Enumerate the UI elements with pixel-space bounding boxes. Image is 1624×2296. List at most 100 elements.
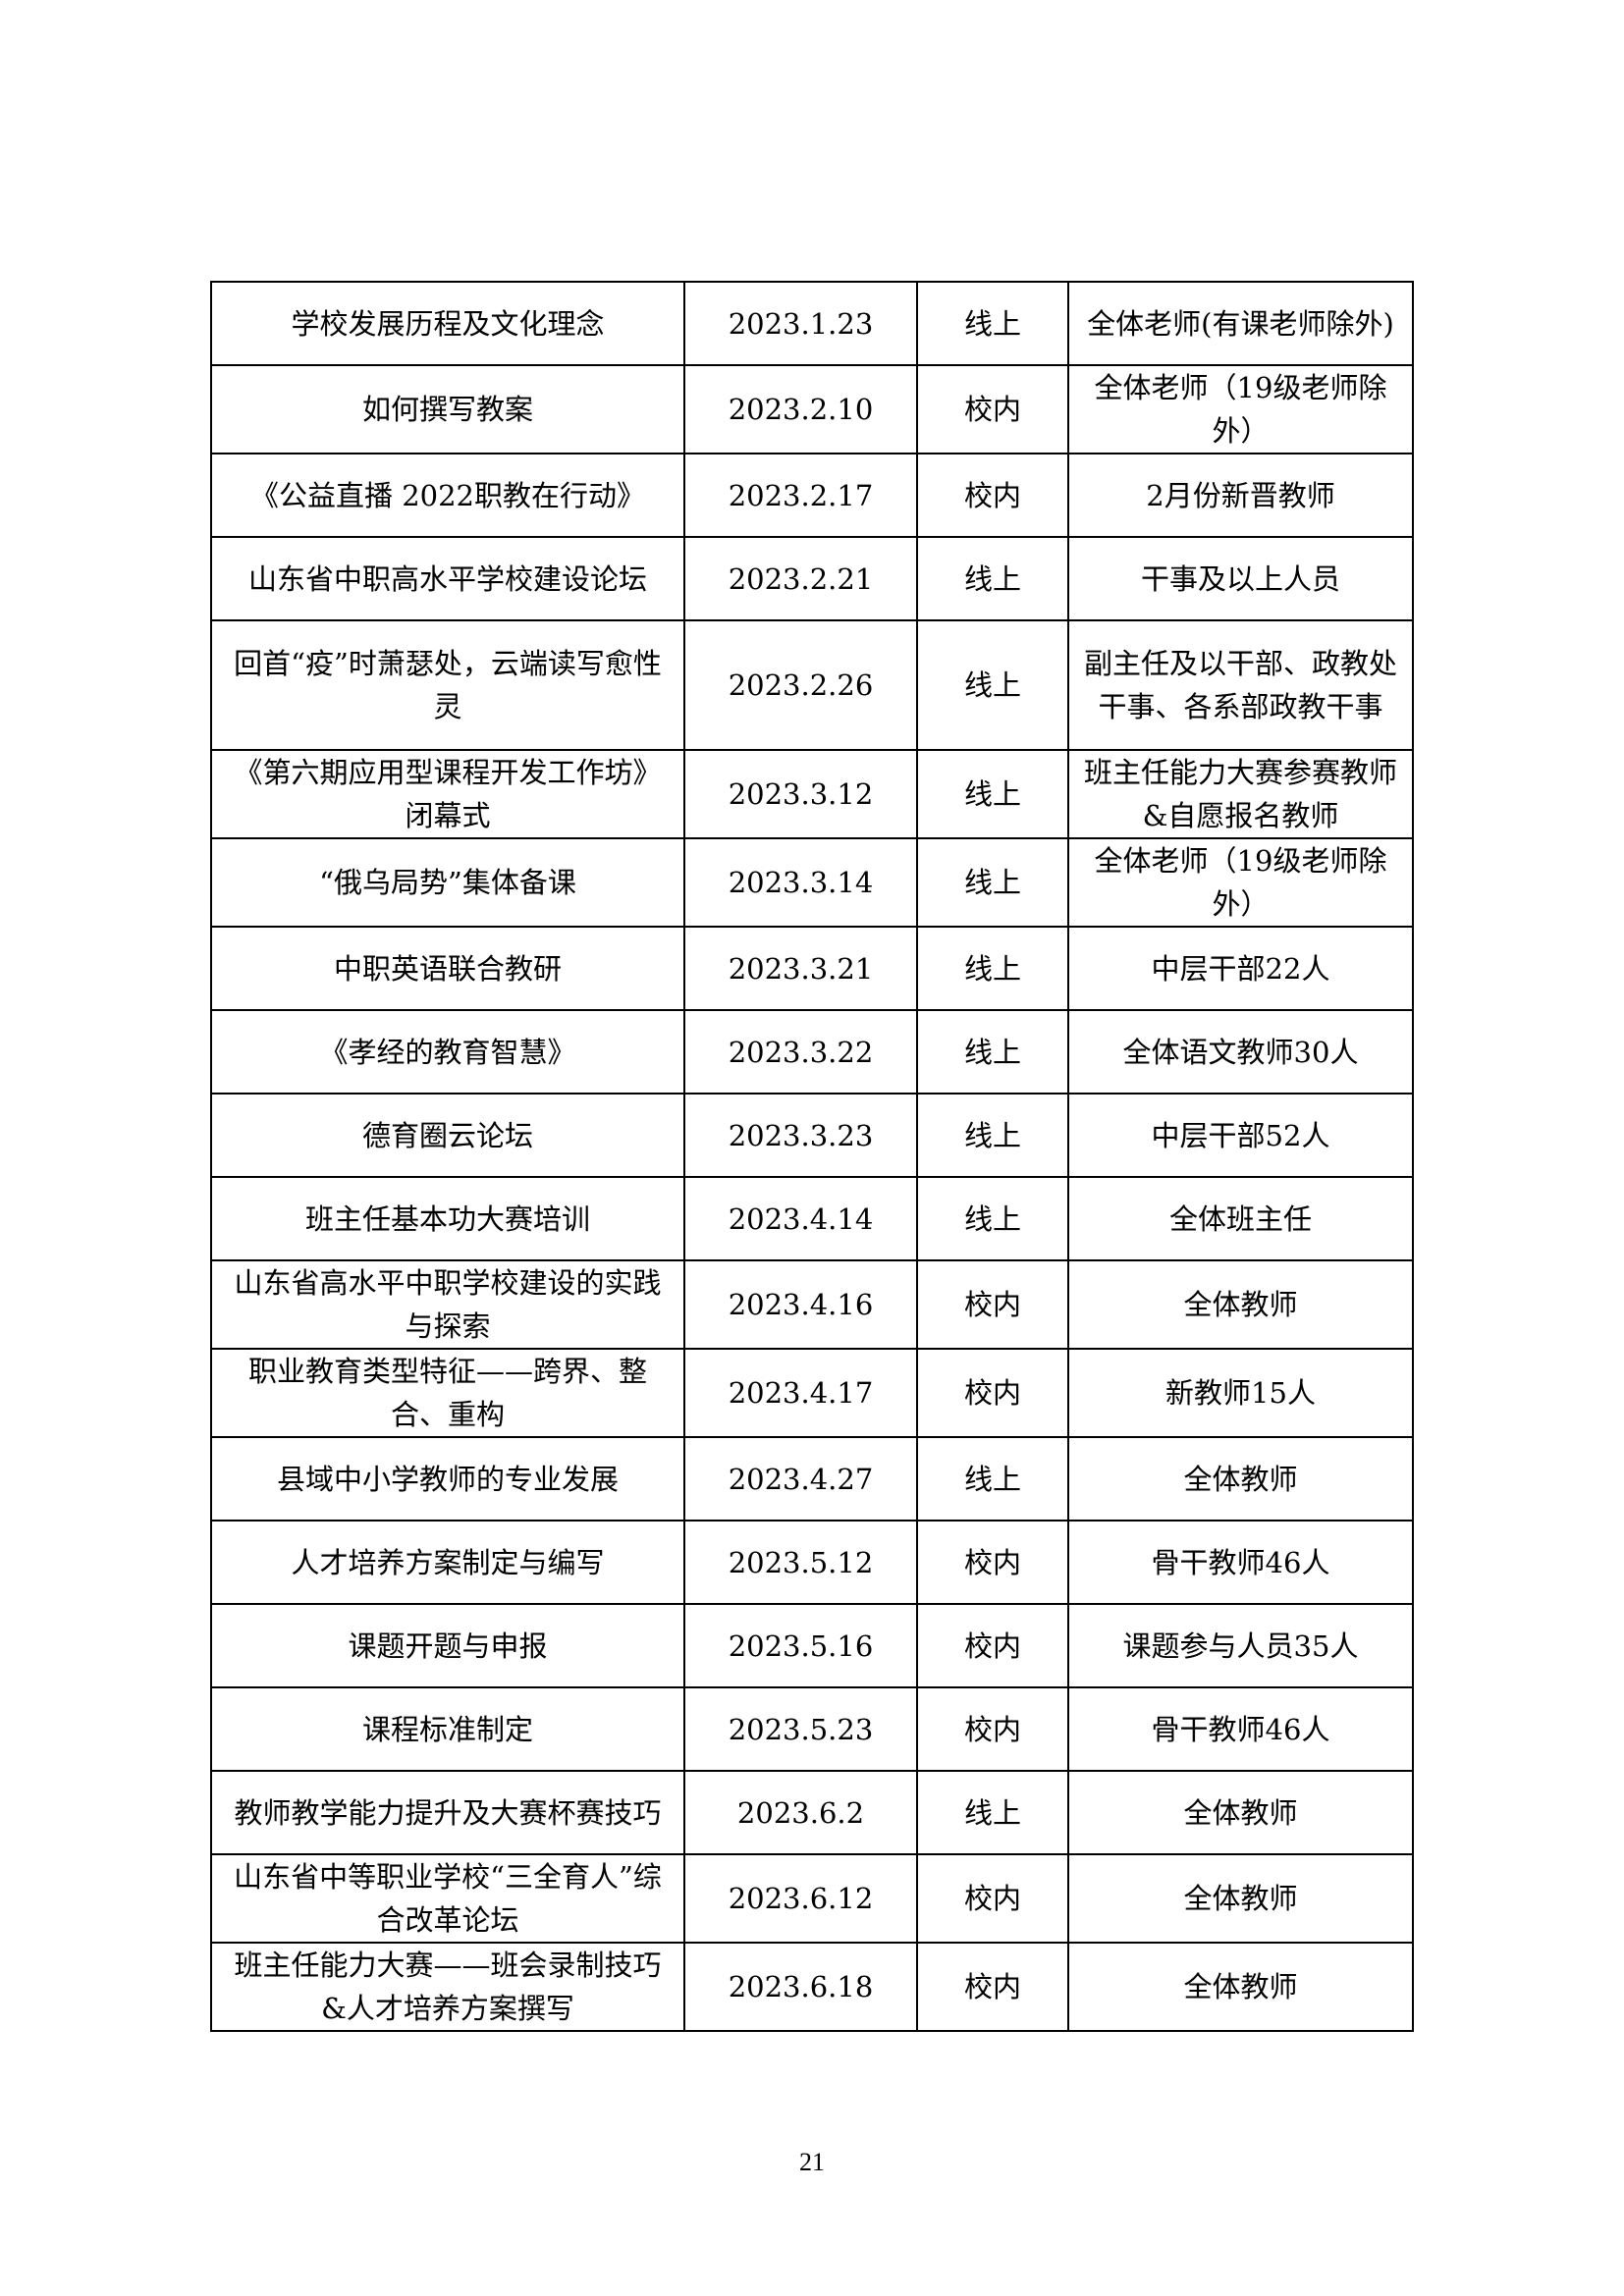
location-cell: 校内 [916, 1259, 1069, 1350]
location-cell: 校内 [916, 1942, 1069, 2032]
topic-cell: “俄乌局势”集体备课 [210, 837, 685, 928]
topic-cell: 回首“疫”时萧瑟处，云端读写愈性灵 [210, 619, 685, 751]
location-cell: 线上 [916, 1436, 1069, 1522]
date-cell: 2023.4.16 [683, 1259, 918, 1350]
participants-cell: 全体教师 [1067, 1942, 1414, 2032]
topic-cell: 山东省中职高水平学校建设论坛 [210, 536, 685, 621]
participants-cell: 全体语文教师30人 [1067, 1009, 1414, 1095]
date-cell: 2023.3.14 [683, 837, 918, 928]
participants-cell: 全体老师（19级老师除外） [1067, 837, 1414, 928]
date-cell: 2023.2.21 [683, 536, 918, 621]
participants-cell: 中层干部22人 [1067, 926, 1414, 1011]
topic-cell: 职业教育类型特征——跨界、整合、重构 [210, 1348, 685, 1438]
table-row: 县域中小学教师的专业发展 2023.4.27 线上 全体教师 [210, 1436, 1414, 1522]
topic-cell: 教师教学能力提升及大赛杯赛技巧 [210, 1770, 685, 1855]
topic-cell: 课程标准制定 [210, 1686, 685, 1772]
date-cell: 2023.3.22 [683, 1009, 918, 1095]
table-row: 课程标准制定 2023.5.23 校内 骨干教师46人 [210, 1686, 1414, 1772]
date-cell: 2023.3.12 [683, 749, 918, 839]
participants-cell: 全体教师 [1067, 1259, 1414, 1350]
participants-cell: 全体教师 [1067, 1770, 1414, 1855]
location-cell: 线上 [916, 1770, 1069, 1855]
table-row: 《公益直播 2022职教在行动》 2023.2.17 校内 2月份新晋教师 [210, 453, 1414, 538]
date-cell: 2023.2.10 [683, 364, 918, 454]
participants-cell: 新教师15人 [1067, 1348, 1414, 1438]
location-cell: 校内 [916, 364, 1069, 454]
date-cell: 2023.4.17 [683, 1348, 918, 1438]
date-cell: 2023.3.23 [683, 1093, 918, 1178]
location-cell: 校内 [916, 1520, 1069, 1605]
topic-cell: 山东省高水平中职学校建设的实践与探索 [210, 1259, 685, 1350]
date-cell: 2023.3.21 [683, 926, 918, 1011]
location-cell: 线上 [916, 837, 1069, 928]
table-row: 班主任基本功大赛培训 2023.4.14 线上 全体班主任 [210, 1176, 1414, 1261]
location-cell: 校内 [916, 1686, 1069, 1772]
table-row: 职业教育类型特征——跨界、整合、重构 2023.4.17 校内 新教师15人 [210, 1348, 1414, 1438]
table-row: 教师教学能力提升及大赛杯赛技巧 2023.6.2 线上 全体教师 [210, 1770, 1414, 1855]
location-cell: 线上 [916, 619, 1069, 751]
table-row: 如何撰写教案 2023.2.10 校内 全体老师（19级老师除外） [210, 364, 1414, 454]
table-row: 《孝经的教育智慧》 2023.3.22 线上 全体语文教师30人 [210, 1009, 1414, 1095]
participants-cell: 副主任及以干部、政教处干事、各系部政教干事 [1067, 619, 1414, 751]
topic-cell: 人才培养方案制定与编写 [210, 1520, 685, 1605]
topic-cell: 《公益直播 2022职教在行动》 [210, 453, 685, 538]
location-cell: 线上 [916, 749, 1069, 839]
participants-cell: 全体班主任 [1067, 1176, 1414, 1261]
table-row: 《第六期应用型课程开发工作坊》闭幕式 2023.3.12 线上 班主任能力大赛参赛教师… [210, 749, 1414, 839]
table-row: 中职英语联合教研 2023.3.21 线上 中层干部22人 [210, 926, 1414, 1011]
table-row: 回首“疫”时萧瑟处，云端读写愈性灵 2023.2.26 线上 副主任及以干部、政教处干… [210, 619, 1414, 751]
location-cell: 线上 [916, 926, 1069, 1011]
table-row: “俄乌局势”集体备课 2023.3.14 线上 全体老师（19级老师除外） [210, 837, 1414, 928]
table-row: 课题开题与申报 2023.5.16 校内 课题参与人员35人 [210, 1603, 1414, 1688]
topic-cell: 《第六期应用型课程开发工作坊》闭幕式 [210, 749, 685, 839]
participants-cell: 中层干部52人 [1067, 1093, 1414, 1178]
date-cell: 2023.5.23 [683, 1686, 918, 1772]
table-row: 班主任能力大赛——班会录制技巧&人才培养方案撰写 2023.6.18 校内 全体教师 [210, 1942, 1414, 2032]
date-cell: 2023.2.26 [683, 619, 918, 751]
location-cell: 线上 [916, 536, 1069, 621]
topic-cell: 课题开题与申报 [210, 1603, 685, 1688]
location-cell: 校内 [916, 1603, 1069, 1688]
location-cell: 线上 [916, 1009, 1069, 1095]
topic-cell: 山东省中等职业学校“三全育人”综合改革论坛 [210, 1853, 685, 1944]
participants-cell: 班主任能力大赛参赛教师&自愿报名教师 [1067, 749, 1414, 839]
participants-cell: 骨干教师46人 [1067, 1686, 1414, 1772]
table-row: 山东省中等职业学校“三全育人”综合改革论坛 2023.6.12 校内 全体教师 [210, 1853, 1414, 1944]
location-cell: 线上 [916, 1176, 1069, 1261]
location-cell: 校内 [916, 1348, 1069, 1438]
participants-cell: 全体教师 [1067, 1853, 1414, 1944]
topic-cell: 德育圈云论坛 [210, 1093, 685, 1178]
date-cell: 2023.2.17 [683, 453, 918, 538]
page-number: 21 [799, 2148, 825, 2176]
topic-cell: 中职英语联合教研 [210, 926, 685, 1011]
topic-cell: 县域中小学教师的专业发展 [210, 1436, 685, 1522]
table-row: 山东省中职高水平学校建设论坛 2023.2.21 线上 干事及以上人员 [210, 536, 1414, 621]
topic-cell: 班主任能力大赛——班会录制技巧&人才培养方案撰写 [210, 1942, 685, 2032]
date-cell: 2023.1.23 [683, 281, 918, 366]
location-cell: 线上 [916, 281, 1069, 366]
date-cell: 2023.4.27 [683, 1436, 918, 1522]
participants-cell: 2月份新晋教师 [1067, 453, 1414, 538]
table-row: 学校发展历程及文化理念 2023.1.23 线上 全体老师(有课老师除外) [210, 281, 1414, 366]
participants-cell: 干事及以上人员 [1067, 536, 1414, 621]
participants-cell: 全体老师(有课老师除外) [1067, 281, 1414, 366]
location-cell: 校内 [916, 1853, 1069, 1944]
table-row: 德育圈云论坛 2023.3.23 线上 中层干部52人 [210, 1093, 1414, 1178]
location-cell: 校内 [916, 453, 1069, 538]
topic-cell: 《孝经的教育智慧》 [210, 1009, 685, 1095]
participants-cell: 课题参与人员35人 [1067, 1603, 1414, 1688]
participants-cell: 全体教师 [1067, 1436, 1414, 1522]
topic-cell: 学校发展历程及文化理念 [210, 281, 685, 366]
topic-cell: 班主任基本功大赛培训 [210, 1176, 685, 1261]
date-cell: 2023.5.12 [683, 1520, 918, 1605]
participants-cell: 骨干教师46人 [1067, 1520, 1414, 1605]
table-row: 人才培养方案制定与编写 2023.5.12 校内 骨干教师46人 [210, 1520, 1414, 1605]
date-cell: 2023.6.18 [683, 1942, 918, 2032]
table-row: 山东省高水平中职学校建设的实践与探索 2023.4.16 校内 全体教师 [210, 1259, 1414, 1350]
participants-cell: 全体老师（19级老师除外） [1067, 364, 1414, 454]
training-table: 学校发展历程及文化理念 2023.1.23 线上 全体老师(有课老师除外) 如何撰写教案… [210, 281, 1414, 2032]
location-cell: 线上 [916, 1093, 1069, 1178]
date-cell: 2023.6.2 [683, 1770, 918, 1855]
date-cell: 2023.5.16 [683, 1603, 918, 1688]
date-cell: 2023.4.14 [683, 1176, 918, 1261]
